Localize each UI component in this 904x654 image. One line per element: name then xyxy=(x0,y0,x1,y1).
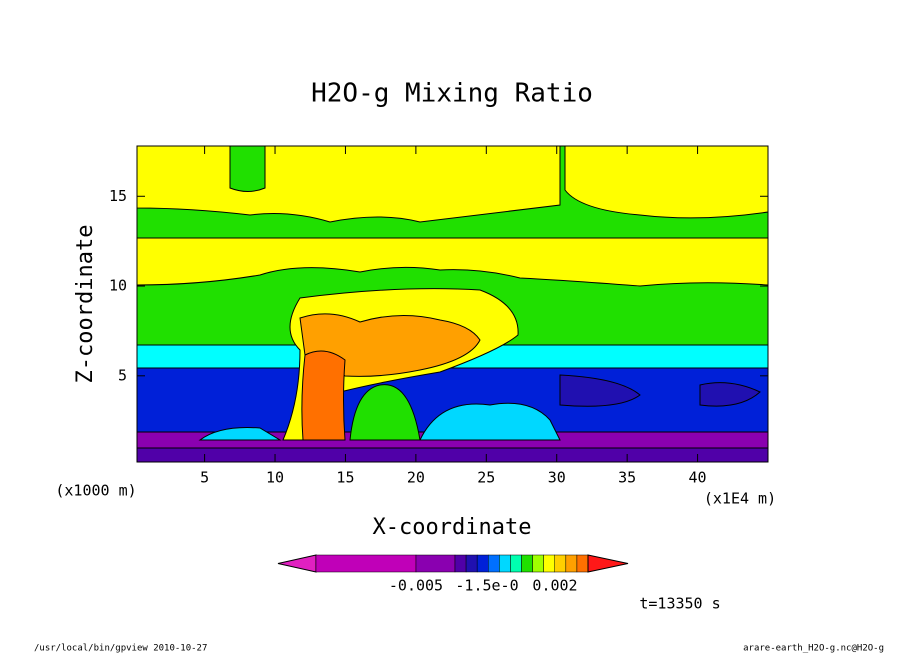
colorbar-swatch xyxy=(554,554,567,573)
colorbar-swatch xyxy=(415,554,456,573)
x-axis-label: X-coordinate xyxy=(373,515,532,540)
plot-frame xyxy=(136,145,769,463)
contour-fill xyxy=(136,145,769,463)
x-tick-label: 5 xyxy=(200,469,209,487)
x-tick-label: 35 xyxy=(618,469,636,487)
y-tick-label: 15 xyxy=(109,187,127,205)
x-unit: (x1000 m) xyxy=(55,482,136,500)
colorbar-swatch xyxy=(510,554,522,573)
x-tick-label: 40 xyxy=(689,469,707,487)
colorbar-end xyxy=(587,554,629,573)
colorbar-swatch xyxy=(521,554,533,573)
colorbar-swatch xyxy=(499,554,511,573)
colorbar-end xyxy=(277,554,317,573)
colorbar-label: -0.005 xyxy=(389,577,443,595)
colorbar-label: 0.002 xyxy=(532,577,577,595)
x-tick-label: 20 xyxy=(407,469,425,487)
y-tick-label: 5 xyxy=(118,366,127,384)
colorbar-swatch xyxy=(532,554,544,573)
colorbar-swatch xyxy=(454,554,467,573)
colorbar-swatch xyxy=(465,554,478,573)
y-axis-label: Z-coordinate xyxy=(73,225,98,384)
colorbar-swatch xyxy=(543,554,556,573)
colorbar-swatch xyxy=(476,554,489,573)
x-tick-label: 10 xyxy=(266,469,284,487)
chart-title: H2O-g Mixing Ratio xyxy=(311,79,593,109)
y-tick-label: 10 xyxy=(109,277,127,295)
colorbar-swatch xyxy=(576,554,589,573)
colorbar-swatch xyxy=(565,554,578,573)
x-tick-label: 25 xyxy=(477,469,495,487)
x-tick-label: 15 xyxy=(336,469,354,487)
x-scale-note: (x1E4 m) xyxy=(704,490,776,508)
footer-right: arare-earth_H2O-g.nc@H2O-g xyxy=(743,644,884,654)
time-label: t=13350 s xyxy=(639,595,720,613)
footer-left: /usr/local/bin/gpview 2010-10-27 xyxy=(34,644,207,654)
colorbar-label: -1.5e-0 xyxy=(455,577,518,595)
colorbar-swatch xyxy=(315,554,417,573)
colorbar-swatch xyxy=(488,554,500,573)
x-tick-label: 30 xyxy=(548,469,566,487)
